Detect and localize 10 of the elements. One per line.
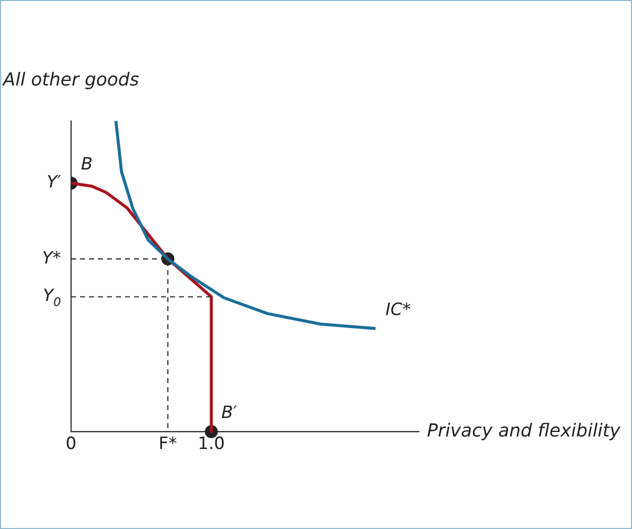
- annotation: Y*: [42, 248, 62, 268]
- annotation: B: [81, 154, 93, 175]
- x-tick-label: 0: [66, 434, 76, 454]
- annotation: IC*: [386, 300, 411, 320]
- x-axis-title: Privacy and flexibility: [427, 420, 621, 442]
- x-tick-label: 1.0: [198, 434, 225, 454]
- x-tick-label: F*: [158, 434, 177, 454]
- y-axis-title: All other goods: [2, 70, 139, 91]
- annotation: B′: [221, 403, 237, 424]
- annotation: Y′: [46, 172, 62, 193]
